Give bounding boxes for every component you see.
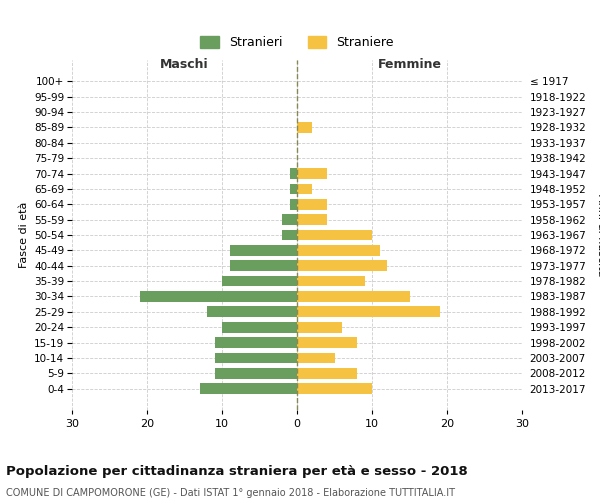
Bar xyxy=(297,352,335,364)
Y-axis label: Anni di nascita: Anni di nascita xyxy=(596,194,600,276)
Bar xyxy=(290,199,297,209)
Text: Maschi: Maschi xyxy=(160,58,209,70)
Bar xyxy=(297,291,409,302)
Bar xyxy=(297,184,312,194)
Bar xyxy=(222,322,297,332)
Legend: Stranieri, Straniere: Stranieri, Straniere xyxy=(195,31,399,54)
Y-axis label: Fasce di età: Fasce di età xyxy=(19,202,29,268)
Bar xyxy=(297,199,327,209)
Bar xyxy=(297,368,357,378)
Bar xyxy=(297,230,372,240)
Bar xyxy=(297,384,372,394)
Bar xyxy=(297,337,357,348)
Bar xyxy=(215,337,297,348)
Bar xyxy=(297,245,380,256)
Text: Popolazione per cittadinanza straniera per età e sesso - 2018: Popolazione per cittadinanza straniera p… xyxy=(6,465,468,478)
Bar xyxy=(297,168,327,179)
Bar xyxy=(282,230,297,240)
Bar xyxy=(297,322,342,332)
Bar xyxy=(229,245,297,256)
Bar xyxy=(222,276,297,286)
Bar xyxy=(215,352,297,364)
Bar xyxy=(290,168,297,179)
Bar xyxy=(229,260,297,271)
Bar xyxy=(290,184,297,194)
Text: Femmine: Femmine xyxy=(377,58,442,70)
Bar xyxy=(215,368,297,378)
Bar xyxy=(297,306,439,317)
Bar xyxy=(207,306,297,317)
Bar xyxy=(297,122,312,133)
Bar xyxy=(199,384,297,394)
Bar xyxy=(139,291,297,302)
Bar xyxy=(282,214,297,225)
Bar xyxy=(297,276,365,286)
Text: COMUNE DI CAMPOMORONE (GE) - Dati ISTAT 1° gennaio 2018 - Elaborazione TUTTITALI: COMUNE DI CAMPOMORONE (GE) - Dati ISTAT … xyxy=(6,488,455,498)
Bar xyxy=(297,260,387,271)
Bar xyxy=(297,214,327,225)
